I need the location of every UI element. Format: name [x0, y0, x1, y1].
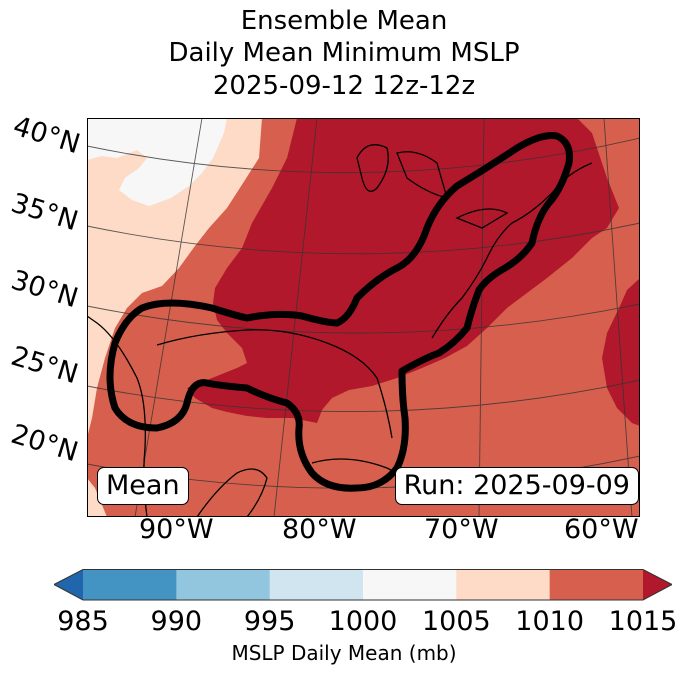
lat-label-30n: 30°N: [7, 264, 82, 315]
parallel-30n: [87, 303, 640, 334]
lat-label-25n: 25°N: [7, 340, 82, 391]
envelope-contour: [106, 132, 573, 492]
colorbar-tick-1000: 1000: [328, 606, 398, 637]
title-line-1: Ensemble Mean: [240, 6, 448, 36]
colorbar-label: MSLP Daily Mean (mb): [231, 641, 457, 665]
colorbar-bin-1000-1005: [363, 569, 457, 600]
colorbar-extend-high: [643, 569, 672, 600]
colorbar-bin-985-990: [83, 569, 177, 600]
yucatan: [196, 468, 268, 517]
colorbar-tick-1015: 1015: [608, 606, 678, 637]
map-canvas: [87, 118, 640, 517]
field-above-1015-atlantic: [602, 278, 640, 426]
map-frame: [87, 118, 640, 517]
lat-label-20n: 20°N: [7, 418, 82, 469]
lon-label-60w: 60°W: [564, 514, 639, 545]
lon-label-80w: 80°W: [282, 514, 357, 545]
mean-label-box: Mean: [97, 467, 189, 505]
field-1005-1010: [87, 118, 262, 517]
lon-label-70w: 70°W: [424, 514, 499, 545]
parallel-40n: [87, 137, 640, 174]
colorbar-outline: [54, 569, 672, 601]
colorbar-tick-1005: 1005: [421, 606, 491, 637]
colorbar-bin-995-1000: [269, 569, 364, 600]
field-above-1015-main: [187, 118, 619, 423]
map-panel: Mean Run: 2025-09-09: [87, 118, 640, 517]
lon-label-90w: 90°W: [139, 514, 214, 545]
parallel-25n: [87, 379, 640, 413]
lat-label-35n: 35°N: [7, 187, 82, 238]
colorbar-tick-1010: 1010: [515, 606, 585, 637]
lat-label-40n: 40°N: [9, 110, 84, 161]
field-1000-1005: [87, 118, 227, 206]
colorbar-bin-990-995: [176, 569, 271, 600]
meridian-60w: [603, 118, 633, 517]
run-date-label-box: Run: 2025-09-09: [394, 467, 639, 505]
colorbar-bin-1005-1010: [456, 569, 551, 600]
parallel-35n: [87, 222, 640, 255]
colorbar-tick-995: 995: [243, 606, 296, 637]
colorbar-tick-990: 990: [150, 606, 203, 637]
colorbar-tick-985: 985: [57, 606, 109, 637]
colorbar-extend-low: [54, 569, 83, 600]
meridian-90w: [134, 118, 203, 517]
title-line-2: Daily Mean Minimum MSLP: [168, 38, 520, 68]
meridian-70w: [478, 118, 485, 517]
title-line-3: 2025-09-12 12z-12z: [212, 71, 476, 101]
colorbar-bin-1010-1015: [549, 569, 644, 600]
colorbar: [54, 569, 672, 601]
